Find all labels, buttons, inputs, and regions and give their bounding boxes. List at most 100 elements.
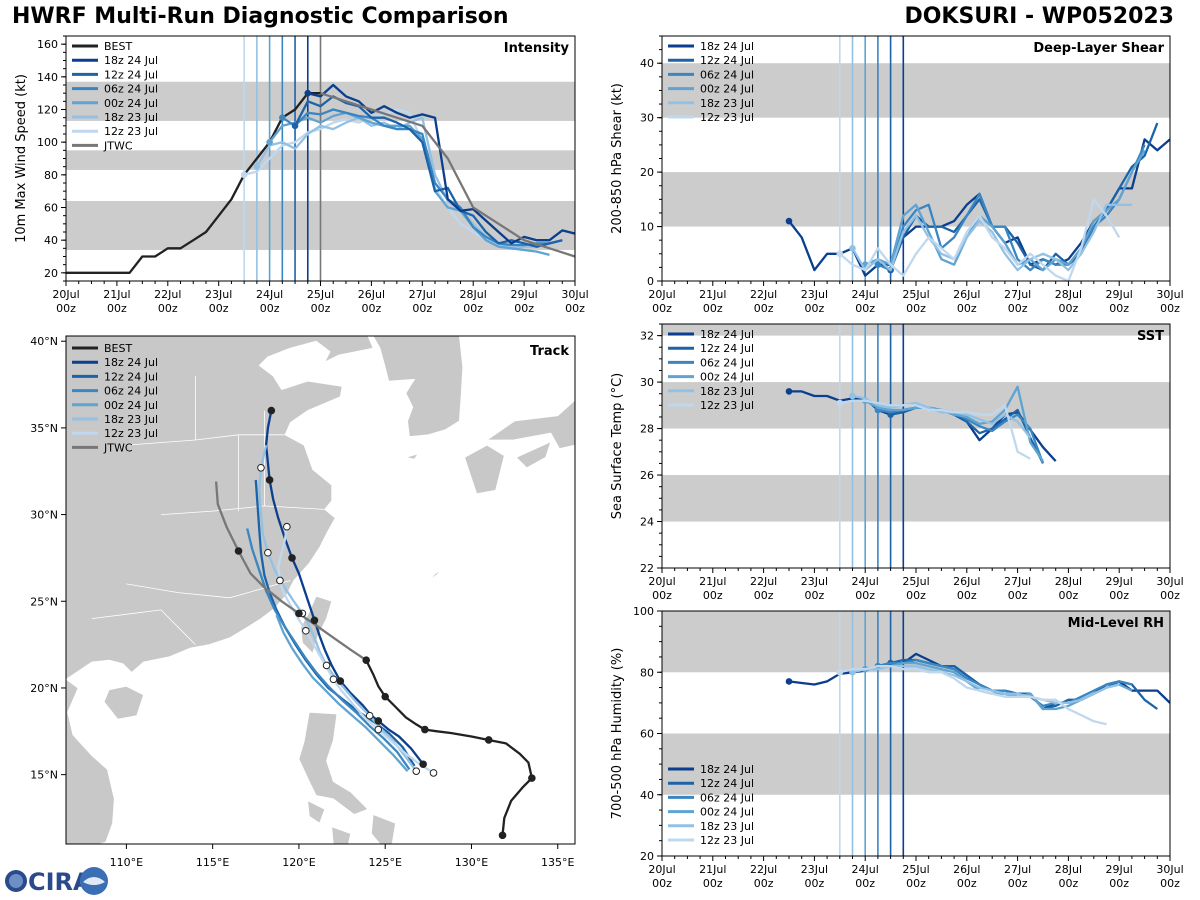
rh-plot-area bbox=[662, 611, 1170, 856]
shear-xtick-label: 29Jul bbox=[1106, 288, 1133, 301]
shear-xtick-label: 30Jul bbox=[1156, 288, 1183, 301]
province-border-0 bbox=[126, 434, 286, 446]
track-point-18z-23-jul bbox=[322, 661, 331, 670]
track-series-jtwc bbox=[214, 481, 367, 662]
shear-ytick-label: 20 bbox=[640, 166, 654, 179]
sst-xtick-label: 20Jul bbox=[648, 575, 675, 588]
track-point-best bbox=[484, 736, 493, 744]
shear-xtick-sublabel: 00z bbox=[1160, 302, 1180, 315]
intensity-start-marker-12z-23-jul bbox=[240, 171, 248, 179]
shear-xtick-sublabel: 00z bbox=[652, 302, 672, 315]
sst-band-0 bbox=[662, 475, 1170, 522]
shear-series-00z-24-jul bbox=[864, 149, 1146, 272]
track-xtick-label: 135°E bbox=[541, 856, 574, 869]
rh-xtick-sublabel: 00z bbox=[1059, 877, 1079, 890]
intensity-start-marker-12z-24-jul bbox=[291, 122, 299, 130]
rh-xtick-label: 26Jul bbox=[953, 863, 980, 876]
sst-xtick-sublabel: 00z bbox=[855, 589, 875, 602]
intensity-xtick-label: 28Jul bbox=[460, 288, 487, 301]
intensity-xtick-sublabel: 00z bbox=[56, 302, 76, 315]
rh-xtick-label: 21Jul bbox=[699, 863, 726, 876]
rh-legend-label-12z-24-jul: 12z 24 Jul bbox=[700, 777, 754, 790]
shear-panel: 20Jul00z21Jul00z22Jul00z23Jul00z24Jul00z… bbox=[610, 35, 1184, 315]
intensity-xtick-sublabel: 00z bbox=[107, 302, 127, 315]
track-frame bbox=[65, 335, 576, 845]
rh-xtick-sublabel: 00z bbox=[652, 877, 672, 890]
sst-ylabel: Sea Surface Temp (°C) bbox=[610, 373, 625, 520]
sst-ytick-label: 26 bbox=[640, 469, 654, 482]
intensity-legend-label-18z-23-jul: 18z 23 Jul bbox=[104, 111, 158, 124]
rh-legend-label-00z-24-jul: 00z 24 Jul bbox=[700, 806, 754, 819]
shear-xtick-label: 20Jul bbox=[648, 288, 675, 301]
cira-logo: CIRA bbox=[4, 866, 108, 896]
land-mass-12 bbox=[429, 569, 443, 581]
track-point-18z-24-jul bbox=[336, 677, 345, 685]
track-point-18z-24-jul bbox=[419, 760, 427, 769]
intensity-xtick-sublabel: 00z bbox=[463, 302, 483, 315]
shear-xtick-label: 21Jul bbox=[699, 288, 726, 301]
intensity-ytick-label: 100 bbox=[37, 136, 58, 149]
shear-xtick-label: 27Jul bbox=[1004, 288, 1031, 301]
track-point-jtwc bbox=[295, 609, 303, 618]
province-border-2 bbox=[126, 580, 291, 599]
intensity-series-18z-24-jul bbox=[307, 83, 575, 245]
rh-xtick-sublabel: 00z bbox=[1008, 877, 1028, 890]
intensity-xtick-sublabel: 00z bbox=[158, 302, 178, 315]
rh-xtick-sublabel: 00z bbox=[957, 877, 977, 890]
track-legend-label-jtwc: JTWC bbox=[103, 441, 133, 454]
track-xtick-label: 130°E bbox=[455, 856, 488, 869]
rh-legend-label-18z-23-jul: 18z 23 Jul bbox=[700, 820, 754, 833]
intensity-xtick-sublabel: 00z bbox=[209, 302, 229, 315]
land-mass-5 bbox=[307, 800, 326, 824]
sst-xtick-sublabel: 00z bbox=[1160, 589, 1180, 602]
rh-ytick-label: 20 bbox=[640, 850, 654, 863]
rh-xtick-sublabel: 00z bbox=[805, 877, 825, 890]
intensity-ytick-label: 60 bbox=[44, 202, 58, 215]
track-point-best bbox=[498, 831, 507, 840]
shear-xtick-label: 23Jul bbox=[801, 288, 828, 301]
intensity-xtick-label: 22Jul bbox=[154, 288, 181, 301]
sst-xtick-label: 23Jul bbox=[801, 575, 828, 588]
rh-xtick-label: 24Jul bbox=[852, 863, 879, 876]
rh-xtick-sublabel: 00z bbox=[754, 877, 774, 890]
intensity-ytick-label: 80 bbox=[44, 169, 58, 182]
rh-xtick-label: 29Jul bbox=[1106, 863, 1133, 876]
intensity-ylabel: 10m Max Wind Speed (kt) bbox=[14, 74, 29, 243]
rh-xtick-label: 25Jul bbox=[902, 863, 929, 876]
sst-legend-label-06z-24-jul: 06z 24 Jul bbox=[700, 356, 754, 369]
sst-xtick-sublabel: 00z bbox=[652, 589, 672, 602]
intensity-legend-label-00z-24-jul: 00z 24 Jul bbox=[104, 97, 158, 110]
sst-start-marker-18z-23-jul bbox=[849, 392, 856, 400]
shear-ytick-label: 40 bbox=[640, 57, 654, 70]
sst-xtick-sublabel: 00z bbox=[957, 589, 977, 602]
sst-xtick-sublabel: 00z bbox=[754, 589, 774, 602]
sst-legend-label-12z-23-jul: 12z 23 Jul bbox=[700, 399, 754, 412]
track-series-12z-23-jul bbox=[277, 526, 435, 774]
land-mass-6 bbox=[370, 813, 397, 844]
track-panel: 110°E 115°E 120°E 125°E 130°E 135°E 15°N 20°N 25… bbox=[30, 335, 576, 869]
track-point-12z-23-jul bbox=[283, 522, 291, 531]
intensity-xtick-label: 20Jul bbox=[52, 288, 79, 301]
intensity-xtick-label: 25Jul bbox=[307, 288, 334, 301]
intensity-legend-label-12z-24-jul: 12z 24 Jul bbox=[104, 68, 158, 81]
sst-series-00z-24-jul bbox=[864, 385, 1044, 462]
intensity-xtick-label: 27Jul bbox=[409, 288, 436, 301]
track-point-18z-23-jul bbox=[412, 767, 421, 775]
sst-ytick-label: 22 bbox=[640, 562, 654, 575]
shear-xtick-label: 28Jul bbox=[1055, 288, 1082, 301]
shear-band-1 bbox=[662, 63, 1170, 118]
rh-ytick-label: 40 bbox=[640, 789, 654, 802]
sst-xtick-label: 27Jul bbox=[1004, 575, 1031, 588]
rh-xtick-label: 20Jul bbox=[648, 863, 675, 876]
sst-panel: 20Jul00z21Jul00z22Jul00z23Jul00z24Jul00z… bbox=[610, 323, 1184, 602]
sst-legend-label-18z-24-jul: 18z 24 Jul bbox=[700, 328, 754, 341]
rh-xtick-sublabel: 00z bbox=[906, 877, 926, 890]
shear-title: Deep-Layer Shear bbox=[1033, 41, 1164, 56]
track-point-jtwc bbox=[362, 656, 371, 665]
track-legend-label-18z-23-jul: 18z 23 Jul bbox=[104, 413, 158, 426]
sst-xtick-label: 25Jul bbox=[902, 575, 929, 588]
track-ytick-label: 35°N bbox=[30, 422, 58, 435]
shear-xtick-sublabel: 00z bbox=[1109, 302, 1129, 315]
sst-start-marker-18z-24-jul bbox=[785, 388, 793, 395]
